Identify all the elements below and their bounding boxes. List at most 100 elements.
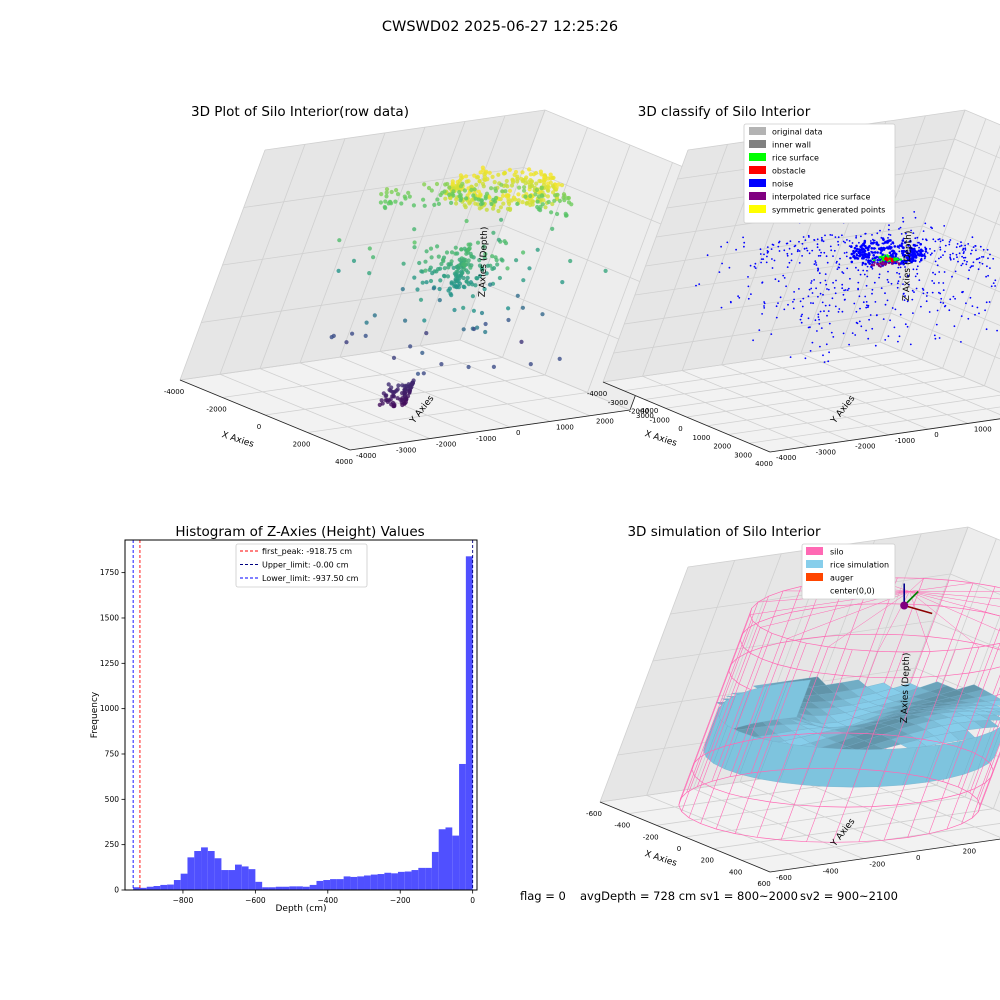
scatter-point xyxy=(902,220,905,223)
axes-pane xyxy=(603,342,1000,452)
scatter-point xyxy=(849,277,851,280)
scatter-point xyxy=(960,264,963,267)
scatter-point xyxy=(924,247,928,251)
scatter-point xyxy=(800,321,803,324)
simulation-3d-y-tick: -200 xyxy=(869,861,885,869)
rice-surface-patch xyxy=(985,711,1000,716)
scatter-point xyxy=(832,336,835,338)
panel-simulation-3d: 3D simulation of Silo Interior -600-400-… xyxy=(586,524,1000,888)
grid-line xyxy=(307,392,588,433)
axis-line xyxy=(179,379,351,451)
scatter-point xyxy=(841,283,844,286)
scatter-point xyxy=(440,257,446,262)
scatter-point xyxy=(477,178,482,184)
scatter-point xyxy=(831,297,834,300)
histogram-bar xyxy=(316,880,324,890)
scatter-point xyxy=(445,274,451,279)
scatter-point xyxy=(759,248,762,251)
scatter-point xyxy=(479,267,485,272)
scatter-point xyxy=(801,305,804,308)
histogram-bar xyxy=(133,887,140,890)
scatter-point xyxy=(956,243,959,245)
scatter-point xyxy=(872,258,876,262)
scatter-point xyxy=(818,249,821,251)
scatter-point xyxy=(475,240,481,245)
classify-3d-x-tick: -2000 xyxy=(629,408,649,416)
scatter-point xyxy=(826,314,828,317)
scatter-point xyxy=(538,189,543,194)
grid-line xyxy=(879,341,1000,393)
scatter-point xyxy=(399,201,404,206)
scatter-point xyxy=(457,189,462,195)
histogram-bar xyxy=(323,880,331,890)
scatter-point xyxy=(967,277,970,280)
silo-vertical xyxy=(734,643,807,834)
scatter-point xyxy=(401,261,406,266)
histogram-lines xyxy=(132,540,474,890)
scatter-point xyxy=(499,217,504,222)
scatter-point xyxy=(855,236,857,239)
scatter-point xyxy=(798,262,801,264)
legend-swatch xyxy=(806,547,823,555)
scatter-point xyxy=(939,292,942,295)
raw-3d-x-tick: 2000 xyxy=(293,441,311,449)
histogram-bar xyxy=(377,874,385,890)
scatter-point xyxy=(886,299,889,302)
scatter-point xyxy=(541,178,547,183)
scatter-point xyxy=(436,201,441,206)
scatter-point xyxy=(936,309,939,312)
scatter-point xyxy=(541,198,546,203)
rice-surface-patch xyxy=(990,708,1000,712)
scatter-point xyxy=(884,303,887,306)
scatter-point xyxy=(870,263,874,267)
scatter-point xyxy=(496,172,501,177)
scatter-point xyxy=(395,192,401,197)
scatter-point xyxy=(841,234,843,237)
scatter-point xyxy=(955,246,958,249)
silo-vertical xyxy=(976,737,1000,800)
scatter-point xyxy=(929,248,931,250)
scatter-point xyxy=(408,344,413,349)
scatter-point xyxy=(813,263,816,265)
scatter-point xyxy=(506,317,511,323)
scatter-point xyxy=(897,280,900,283)
scatter-point xyxy=(810,287,813,290)
scatter-point xyxy=(509,183,515,188)
raw-3d-y-tick: -1000 xyxy=(476,435,496,443)
scatter-point xyxy=(830,249,833,252)
scatter-point xyxy=(539,186,544,191)
histogram-x-tick-label: −800 xyxy=(173,896,194,905)
scatter-point xyxy=(735,248,737,251)
scatter-point xyxy=(869,259,872,263)
scatter-point xyxy=(842,293,845,296)
grid-line xyxy=(243,167,524,208)
scatter-point xyxy=(502,239,507,244)
scatter-point xyxy=(509,198,514,203)
scatter-point xyxy=(865,329,867,332)
scatter-point xyxy=(896,286,899,289)
scatter-point xyxy=(909,343,912,346)
scatter-point xyxy=(970,265,973,268)
scatter-point xyxy=(867,337,870,340)
scatter-point xyxy=(985,328,988,331)
scatter-point xyxy=(874,344,877,347)
scatter-point xyxy=(461,327,466,332)
legend-label: auger xyxy=(830,574,854,583)
scatter-point xyxy=(866,304,868,307)
scatter-point xyxy=(958,245,961,248)
scatter-point xyxy=(837,240,839,243)
scatter-point xyxy=(907,275,910,278)
raw-3d-x-ticks: -4000 -2000 0 2000 4000 xyxy=(164,388,353,466)
simulation-3d-x-tick: -400 xyxy=(614,822,630,830)
scatter-point xyxy=(501,201,506,206)
scatter-point xyxy=(899,313,902,316)
scatter-point xyxy=(916,236,919,239)
scatter-point xyxy=(823,361,826,363)
grid-line xyxy=(665,367,943,409)
scatter-point xyxy=(899,276,901,278)
scatter-point xyxy=(447,192,452,197)
scatter-point xyxy=(865,306,868,309)
grid-line xyxy=(967,526,1000,541)
grid-line xyxy=(964,109,1000,126)
